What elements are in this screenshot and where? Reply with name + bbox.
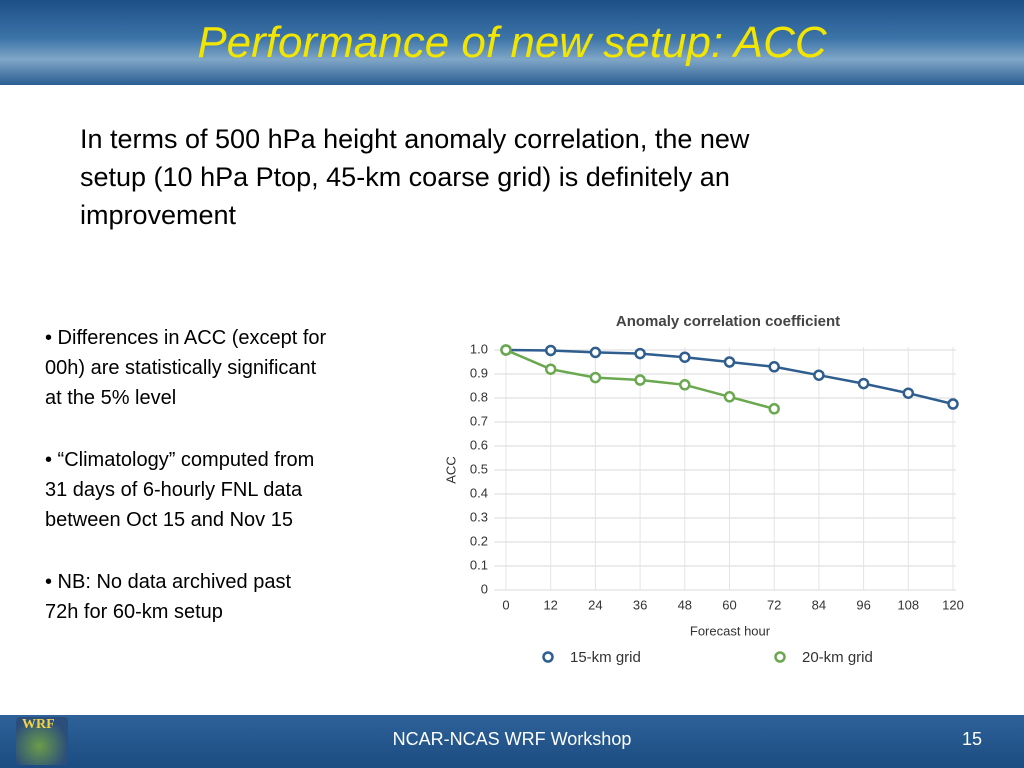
legend-marker bbox=[774, 651, 786, 663]
y-tick-label: 0.3 bbox=[470, 509, 488, 524]
point bbox=[500, 344, 512, 356]
point bbox=[813, 369, 825, 381]
x-tick-label: 108 bbox=[897, 597, 919, 612]
x-tick-label: 36 bbox=[633, 597, 647, 612]
intro-line: setup (10 hPa Ptop, 45-km coarse grid) i… bbox=[80, 162, 730, 192]
x-axis-label: Forecast hour bbox=[690, 623, 771, 638]
footer: WRF NCAR-NCAS WRF Workshop 15 bbox=[0, 715, 1024, 768]
y-tick-label: 0.2 bbox=[470, 533, 488, 548]
header: Performance of new setup: ACC bbox=[0, 0, 1024, 85]
point bbox=[589, 346, 602, 359]
y-axis-label: ACC bbox=[443, 456, 458, 483]
point bbox=[768, 361, 780, 373]
x-tick-label: 96 bbox=[856, 597, 870, 612]
bullets: • Differences in ACC (except for 00h) ar… bbox=[45, 323, 326, 627]
point bbox=[723, 391, 736, 403]
x-tick-label: 24 bbox=[588, 597, 602, 612]
bullet-line: 72h for 60-km setup bbox=[45, 601, 223, 623]
logo: WRF bbox=[16, 717, 68, 765]
legend-label: 20-km grid bbox=[802, 649, 873, 666]
x-tick-label: 84 bbox=[812, 597, 826, 612]
point bbox=[589, 371, 602, 384]
bullet-line: between Oct 15 and Nov 15 bbox=[45, 509, 293, 531]
bullet-line: 00h) are statistically significant bbox=[45, 357, 317, 379]
y-tick-label: 0.9 bbox=[470, 365, 488, 380]
x-tick-label: 60 bbox=[722, 597, 736, 612]
y-tick-label: 1.0 bbox=[470, 341, 488, 356]
intro-line: In terms of 500 hPa height anomaly corre… bbox=[80, 124, 750, 154]
title: Performance of new setup: ACC bbox=[197, 18, 827, 67]
bullet-line: • NB: No data archived past bbox=[45, 571, 292, 593]
point bbox=[679, 351, 691, 363]
point bbox=[947, 398, 959, 410]
chart-title: Anomaly correlation coefficient bbox=[616, 313, 840, 330]
point bbox=[544, 344, 557, 357]
y-tick-label: 0.5 bbox=[470, 461, 488, 476]
logo-text: WRF bbox=[22, 717, 55, 732]
x-tick-label: 72 bbox=[767, 597, 781, 612]
intro-line: improvement bbox=[80, 200, 237, 230]
point bbox=[902, 387, 915, 399]
point bbox=[857, 377, 870, 390]
y-tick-label: 0.1 bbox=[470, 557, 488, 572]
legend-label: 15-km grid bbox=[570, 649, 641, 666]
x-tick-label: 120 bbox=[942, 597, 964, 612]
page-number: 15 bbox=[962, 729, 983, 749]
bullet-line: • “Climatology” computed from bbox=[45, 449, 315, 471]
bullet-line: • Differences in ACC (except for bbox=[45, 327, 327, 349]
footer-text: NCAR-NCAS WRF Workshop bbox=[392, 729, 632, 749]
y-tick-label: 0.4 bbox=[470, 485, 488, 500]
point bbox=[544, 363, 557, 375]
y-tick-label: 0.6 bbox=[470, 437, 488, 452]
x-tick-label: 0 bbox=[502, 597, 509, 612]
point bbox=[723, 356, 736, 368]
point bbox=[768, 403, 780, 415]
bullet-line: at the 5% level bbox=[45, 387, 177, 409]
x-tick-label: 12 bbox=[543, 597, 557, 612]
point bbox=[634, 347, 646, 360]
y-tick-label: 0.7 bbox=[470, 413, 488, 428]
x-tick-label: 48 bbox=[678, 597, 692, 612]
y-tick-label: 0 bbox=[481, 581, 488, 596]
point bbox=[679, 379, 691, 391]
bullet-line: 31 days of 6-hourly FNL data bbox=[45, 479, 303, 501]
intro: In terms of 500 hPa height anomaly corre… bbox=[80, 120, 749, 234]
point bbox=[634, 374, 646, 386]
legend-marker bbox=[542, 651, 554, 663]
y-tick-label: 0.8 bbox=[470, 389, 488, 404]
